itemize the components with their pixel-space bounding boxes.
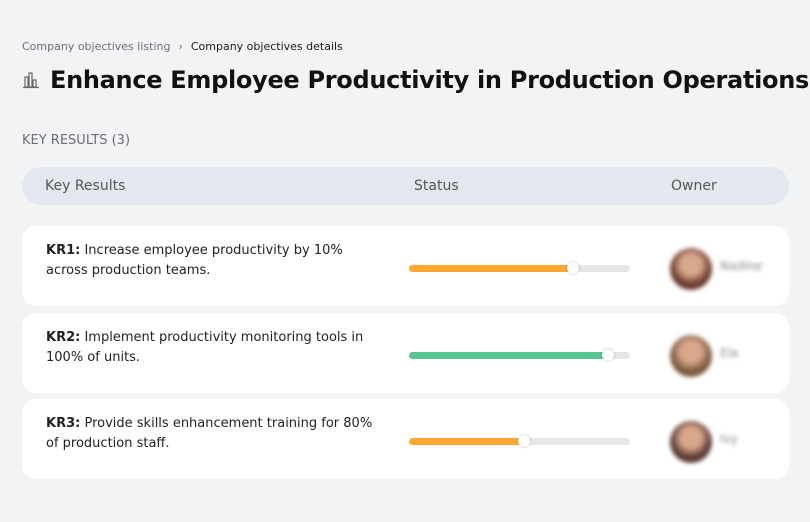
progress-fill (409, 352, 608, 359)
progress-handle[interactable] (601, 349, 614, 361)
progress-handle[interactable] (566, 262, 579, 274)
column-header-owner: Owner (671, 178, 717, 194)
breadcrumb-link-listing[interactable]: Company objectives listing (22, 40, 171, 53)
key-result-id: KR2: (46, 330, 81, 345)
page-title: Enhance Employee Productivity in Product… (50, 66, 809, 94)
table-row[interactable]: KR2: Implement productivity monitoring t… (22, 313, 789, 393)
key-results-heading: KEY RESULTS (3) (22, 133, 131, 148)
key-result-description: Provide skills enhancement training for … (46, 416, 373, 451)
key-result-text: KR1: Increase employee productivity by 1… (46, 241, 376, 281)
column-header-status: Status (414, 178, 459, 194)
table-row[interactable]: KR3: Provide skills enhancement training… (22, 399, 789, 479)
key-result-description: Increase employee productivity by 10% ac… (46, 243, 343, 278)
page-header: Enhance Employee Productivity in Product… (22, 66, 809, 94)
breadcrumb-separator: › (178, 40, 183, 53)
progress-fill (409, 265, 573, 272)
table-row[interactable]: KR1: Increase employee productivity by 1… (22, 226, 789, 306)
breadcrumb-current: Company objectives details (190, 40, 343, 53)
buildings-chart-icon (23, 72, 39, 89)
progress-bar[interactable] (409, 435, 630, 447)
key-result-id: KR3: (46, 416, 81, 431)
progress-bar[interactable] (409, 349, 630, 361)
column-header-key-results: Key Results (45, 178, 126, 194)
owner-name: Ivy (720, 432, 738, 446)
breadcrumb: Company objectives listing › Company obj… (22, 40, 343, 53)
avatar (670, 421, 712, 463)
key-result-description: Implement productivity monitoring tools … (46, 330, 364, 365)
avatar (670, 248, 712, 290)
owner-name: Ela (720, 346, 739, 360)
key-result-id: KR1: (46, 243, 81, 258)
key-result-text: KR3: Provide skills enhancement training… (46, 414, 376, 454)
owner-name: Nadine (720, 259, 763, 273)
progress-bar[interactable] (409, 262, 630, 274)
table-header: Key Results Status Owner (22, 167, 789, 205)
key-result-text: KR2: Implement productivity monitoring t… (46, 328, 376, 368)
progress-fill (409, 438, 524, 445)
progress-handle[interactable] (517, 435, 530, 447)
avatar (670, 335, 712, 377)
